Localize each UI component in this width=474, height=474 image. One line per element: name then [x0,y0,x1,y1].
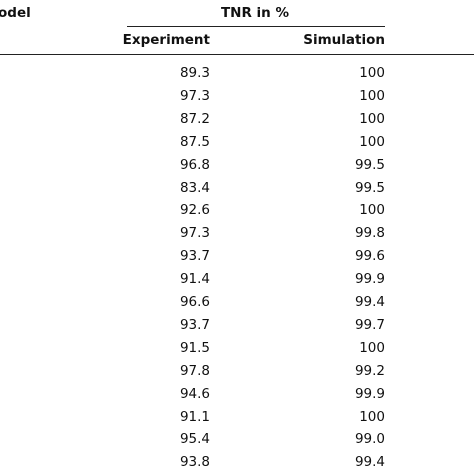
column-header: Experiment [122,32,210,48]
table-cell: 99.2 [354,362,385,379]
table-cell: 94.6 [179,385,210,402]
table-cell: 100 [359,110,385,127]
header-rule [0,54,474,55]
table-cell: 91.5 [179,339,210,356]
table-cell: 97.3 [179,225,210,242]
table-cell: 99.9 [354,385,385,402]
table-cell: 91.1 [179,408,210,425]
table-cell: 93.7 [179,248,210,265]
group-header: TNR in % [220,5,290,21]
table-cell: 96.8 [179,156,210,173]
table-cell: 87.2 [179,110,210,127]
table-cell: 100 [359,65,385,81]
table-cell: 97.8 [179,362,210,379]
table-cell: 93.7 [179,316,210,333]
table-cell: 89.3 [179,65,210,81]
table-cell: 96.6 [179,294,210,310]
table-cell: 99.7 [354,316,385,333]
table-cell: 100 [359,339,385,356]
table-cell: 87.5 [179,133,210,150]
column-header: Simulation [303,32,385,48]
table-cell: 97.3 [179,87,210,104]
table-cell: 99.6 [354,248,385,265]
table-cell: 100 [359,133,385,150]
table-cell: 92.6 [179,202,210,219]
table-cell: 99.8 [354,225,385,242]
table-cell: 100 [359,87,385,104]
table-cell: 83.4 [179,179,210,196]
model-header: odel [0,5,31,21]
table-cell: 95.4 [179,431,210,448]
table-cell: 99.9 [354,271,385,288]
table-cell: 100 [359,202,385,219]
table-cell: 99.5 [354,179,385,196]
table-cell: 99.4 [354,294,385,310]
table-cell: 99.5 [354,156,385,173]
group-rule [127,26,385,27]
table-cell: 100 [359,408,385,425]
table-cell: 93.8 [179,454,210,471]
table-cell: 91.4 [179,271,210,288]
table-cell: 99.0 [354,431,385,448]
table-cell: 99.4 [354,454,385,471]
